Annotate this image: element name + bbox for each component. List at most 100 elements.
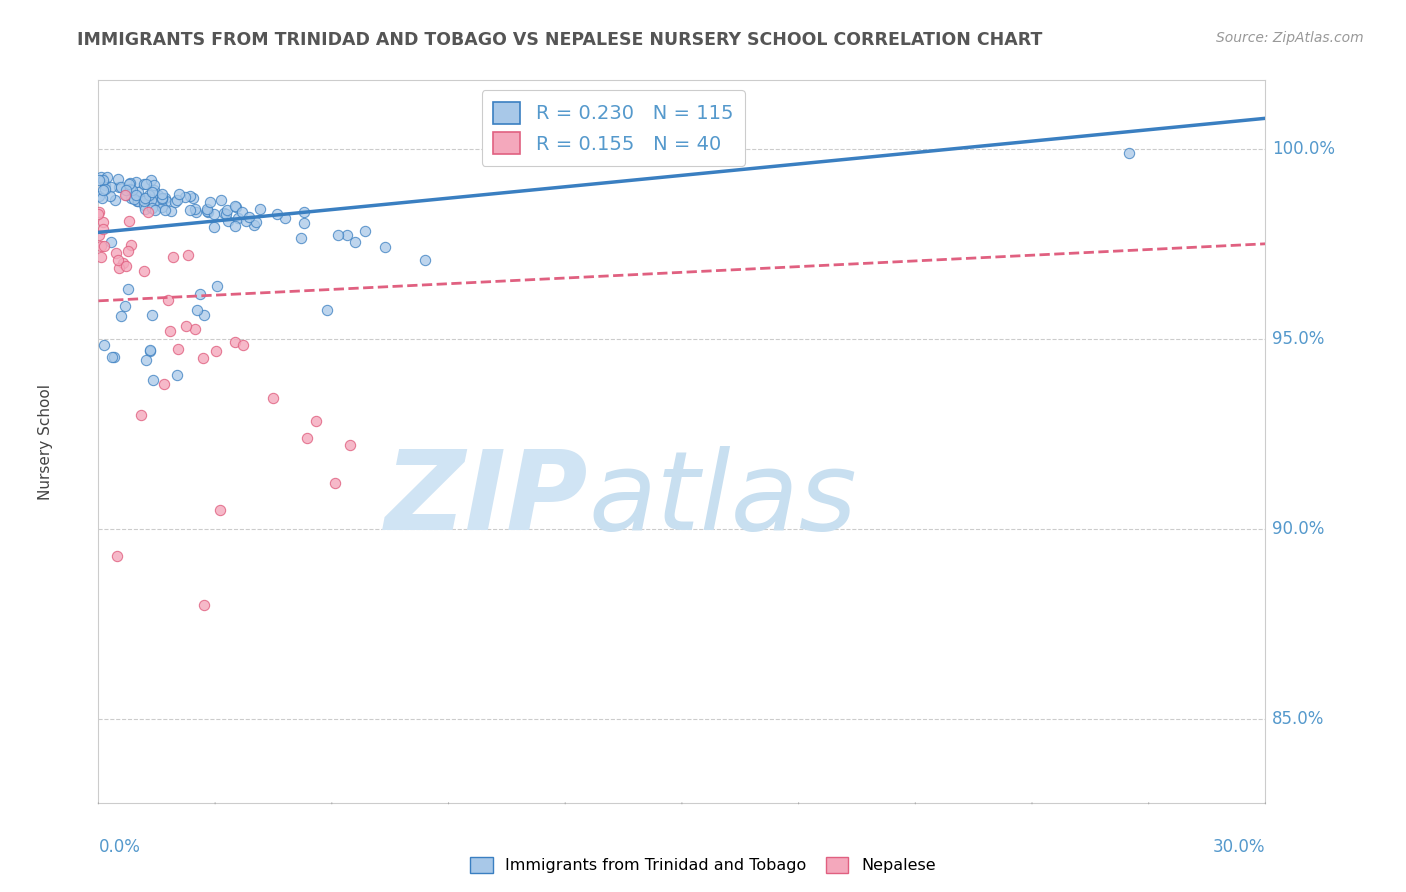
- Point: [146, 187, 169, 202]
- Point: [110, 309, 132, 323]
- Legend: R = 0.230   N = 115, R = 0.155   N = 40: R = 0.230 N = 115, R = 0.155 N = 40: [482, 90, 745, 166]
- Point: [90, 169, 112, 184]
- Legend: Immigrants from Trinidad and Tobago, Nepalese: Immigrants from Trinidad and Tobago, Nep…: [464, 850, 942, 880]
- Point: [136, 205, 159, 219]
- Point: [107, 252, 129, 267]
- Point: [135, 352, 157, 367]
- Point: [96, 170, 118, 185]
- Point: [174, 318, 197, 333]
- Point: [181, 191, 204, 205]
- Point: [101, 350, 124, 364]
- Point: [127, 194, 149, 209]
- Point: [193, 598, 215, 612]
- Point: [117, 244, 139, 258]
- Point: [202, 220, 225, 235]
- Point: [100, 189, 122, 203]
- Point: [120, 237, 142, 252]
- Point: [115, 183, 138, 197]
- Point: [110, 180, 132, 194]
- Point: [292, 216, 315, 230]
- Point: [124, 175, 146, 189]
- Point: [118, 177, 141, 191]
- Point: [156, 293, 179, 307]
- Point: [266, 207, 288, 221]
- Text: atlas: atlas: [589, 446, 858, 553]
- Point: [215, 207, 238, 221]
- Text: 90.0%: 90.0%: [1272, 520, 1324, 538]
- Point: [117, 282, 139, 296]
- Point: [142, 373, 165, 387]
- Point: [91, 173, 114, 187]
- Point: [141, 202, 163, 216]
- Point: [183, 322, 205, 336]
- Point: [217, 203, 239, 218]
- Point: [190, 286, 212, 301]
- Point: [153, 203, 176, 218]
- Point: [118, 213, 141, 227]
- Point: [195, 204, 218, 219]
- Point: [142, 183, 165, 197]
- Point: [177, 248, 200, 262]
- Text: 100.0%: 100.0%: [1272, 140, 1336, 158]
- Point: [93, 182, 115, 196]
- Point: [139, 343, 162, 358]
- Point: [128, 190, 150, 204]
- Point: [103, 351, 125, 365]
- Point: [159, 324, 181, 338]
- Point: [198, 194, 221, 209]
- Point: [136, 192, 159, 206]
- Text: IMMIGRANTS FROM TRINIDAD AND TOBAGO VS NEPALESE NURSERY SCHOOL CORRELATION CHART: IMMIGRANTS FROM TRINIDAD AND TOBAGO VS N…: [77, 31, 1043, 49]
- Point: [290, 231, 312, 245]
- Point: [274, 211, 297, 226]
- Point: [292, 205, 315, 219]
- Point: [326, 227, 349, 242]
- Text: 85.0%: 85.0%: [1272, 710, 1324, 728]
- Point: [127, 186, 149, 200]
- Point: [146, 195, 169, 210]
- Point: [127, 194, 149, 209]
- Point: [91, 183, 114, 197]
- Point: [87, 207, 110, 221]
- Point: [150, 187, 173, 202]
- Point: [114, 187, 136, 202]
- Point: [118, 176, 141, 190]
- Point: [231, 205, 253, 219]
- Point: [183, 202, 205, 216]
- Point: [225, 200, 247, 214]
- Point: [134, 264, 156, 278]
- Point: [155, 194, 177, 209]
- Point: [160, 203, 183, 218]
- Point: [129, 408, 152, 422]
- Point: [323, 476, 346, 491]
- Point: [118, 182, 141, 196]
- Point: [134, 202, 156, 216]
- Point: [87, 204, 110, 219]
- Text: 95.0%: 95.0%: [1272, 330, 1324, 348]
- Point: [262, 391, 284, 405]
- Point: [120, 191, 142, 205]
- Point: [94, 178, 117, 193]
- Point: [145, 193, 167, 207]
- Point: [107, 549, 129, 563]
- Text: ZIP: ZIP: [385, 446, 589, 553]
- Point: [374, 239, 396, 253]
- Point: [121, 183, 143, 197]
- Point: [134, 177, 156, 191]
- Point: [224, 335, 246, 350]
- Point: [150, 191, 173, 205]
- Point: [107, 172, 129, 186]
- Point: [167, 186, 190, 201]
- Point: [87, 173, 110, 187]
- Point: [232, 338, 254, 352]
- Point: [197, 204, 219, 219]
- Point: [191, 351, 214, 365]
- Point: [139, 343, 162, 358]
- Point: [166, 368, 188, 382]
- Point: [150, 192, 173, 206]
- Point: [343, 235, 366, 249]
- Point: [249, 202, 271, 216]
- Point: [153, 377, 176, 392]
- Point: [90, 250, 112, 264]
- Point: [87, 228, 110, 243]
- Point: [336, 227, 359, 242]
